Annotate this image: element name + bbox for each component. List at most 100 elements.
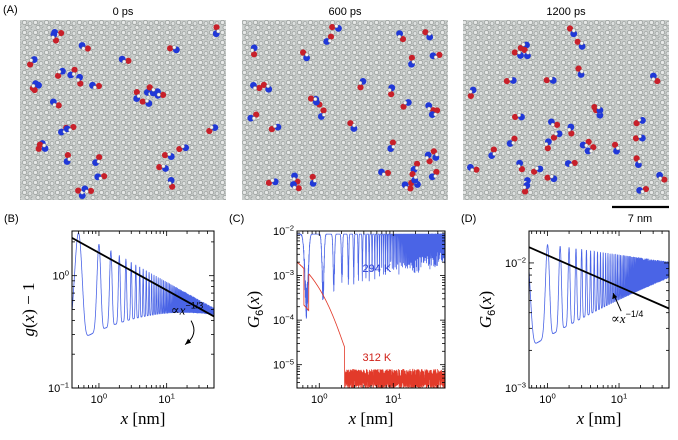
molecule-white-atom: [251, 116, 256, 121]
molecule-red-atom: [146, 84, 153, 91]
molecule-white-atom: [517, 50, 522, 55]
molecule-red-atom: [320, 107, 327, 114]
molecule: [547, 118, 561, 128]
molecule-white-atom: [511, 140, 516, 145]
molecule-red-atom: [633, 120, 640, 127]
panel-label: (D): [461, 213, 476, 225]
snapshot-image: [242, 20, 448, 200]
molecule-white-atom: [534, 166, 539, 171]
molecule-red-atom: [52, 37, 60, 44]
molecule-white-atom: [327, 38, 332, 43]
molecule-red-atom: [591, 103, 598, 111]
molecule-white-atom: [508, 76, 513, 81]
molecule-white-atom: [84, 189, 89, 194]
molecule-white-atom: [98, 176, 103, 181]
molecule: [467, 86, 477, 100]
arrow-head: [185, 338, 192, 345]
molecule-red-atom: [571, 159, 578, 167]
molecule-red-atom: [399, 35, 407, 43]
molecule-blue-atom: [78, 192, 86, 200]
molecule: [290, 181, 302, 192]
molecule-blue-atom: [247, 114, 255, 122]
molecule: [265, 178, 279, 186]
molecule-red-atom: [309, 173, 316, 181]
molecule-red-atom: [422, 29, 429, 36]
molecule: [550, 130, 563, 141]
molecule-red-atom: [70, 123, 77, 131]
snapshot-image: [463, 20, 669, 200]
molecule: [544, 174, 558, 183]
x-axis-label: x [nm]: [576, 409, 622, 428]
molecule-red-atom: [95, 82, 102, 90]
molecule-red-atom: [156, 164, 163, 171]
molecule: [81, 185, 95, 194]
molecule: [521, 182, 531, 195]
molecule-white-atom: [413, 175, 418, 180]
molecule-white-atom: [637, 159, 642, 164]
snapshot-600: 600 ps: [242, 6, 448, 200]
molecule: [516, 159, 526, 173]
molecule-white-atom: [658, 176, 663, 181]
molecule-red-atom: [260, 81, 268, 89]
molecule-red-atom: [568, 130, 575, 137]
molecule: [575, 65, 585, 78]
x-tick-label: 100: [311, 392, 328, 406]
molecule-blue-atom: [58, 128, 65, 136]
molecule: [543, 76, 557, 84]
molecule: [212, 24, 221, 38]
molecule: [429, 51, 443, 60]
y-tick-label: 10−2: [273, 224, 294, 238]
y-axis-label: G6(x): [476, 291, 498, 328]
molecule: [467, 163, 480, 173]
molecule: [649, 72, 661, 85]
molecule-red-atom: [521, 188, 529, 195]
molecule-red-atom: [265, 179, 273, 186]
panel-d-plot: (D) 100 101 10−3 10−2 x [nm] G6(x) ∝x−1/4: [461, 213, 670, 428]
molecule-white-atom: [521, 42, 526, 47]
molecule-white-atom: [75, 78, 80, 83]
molecule-red-atom: [490, 146, 497, 153]
molecule-group: [27, 24, 221, 200]
molecule: [94, 173, 108, 181]
molecule: [566, 25, 578, 38]
molecule-red-atom: [213, 24, 220, 31]
x-axis-label: x [nm]: [348, 409, 394, 428]
molecule-white-atom: [589, 149, 594, 154]
molecule: [378, 168, 391, 177]
molecule-red-atom: [473, 166, 480, 173]
molecule-white-atom: [167, 181, 172, 186]
y-axis-label: G6(x): [244, 291, 266, 328]
molecule-white-atom: [516, 164, 521, 169]
molecule-red-atom: [295, 185, 302, 192]
molecule-red-atom: [512, 113, 519, 121]
molecule-blue-atom: [149, 89, 157, 97]
molecule-blue-atom: [584, 147, 592, 155]
molecule-blue-atom: [649, 72, 657, 80]
molecule-white-atom: [270, 178, 275, 183]
molecule-red-atom: [388, 91, 395, 98]
molecule: [31, 80, 40, 94]
molecule-red-atom: [250, 51, 258, 58]
molecule: [92, 154, 103, 166]
molecule: [400, 99, 412, 110]
molecule-blue-atom: [428, 111, 436, 119]
molecule-blue-atom: [396, 30, 404, 38]
molecule-red-atom: [585, 138, 592, 145]
molecule-red-atom: [574, 38, 581, 45]
molecule-white-atom: [167, 152, 172, 157]
snapshot-time-label: 600 ps: [328, 6, 362, 18]
molecule-white-atom: [272, 124, 277, 129]
y-axis-label: g(x) − 1: [19, 283, 38, 337]
molecule-red-atom: [566, 25, 574, 32]
molecule-red-atom: [161, 152, 169, 159]
molecule-white-atom: [434, 152, 439, 157]
molecule-red-atom: [544, 174, 551, 181]
molecule-white-atom: [96, 159, 101, 164]
molecule-white-atom: [122, 59, 127, 64]
molecule-white-atom: [358, 81, 363, 86]
molecule-white-atom: [615, 146, 620, 151]
molecule-white-atom: [312, 178, 317, 183]
molecule-white-atom: [81, 46, 86, 51]
x-tick-label: 100: [91, 392, 108, 406]
curves: [529, 244, 669, 344]
